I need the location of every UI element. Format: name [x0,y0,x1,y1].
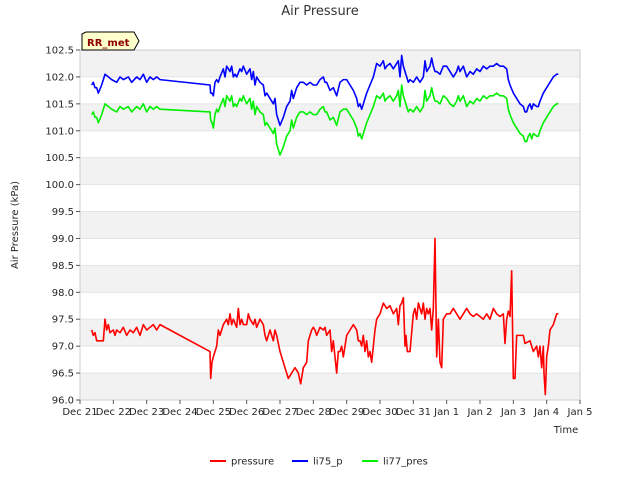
x-tick-label: Dec 25 [196,407,231,418]
legend-label-li75_p: li75_p [313,457,343,468]
y-tick-label: 97.0 [52,342,74,353]
y-axis-title: Air Pressure (kPa) [10,181,21,269]
badge-shape [81,31,140,51]
y-tick-label: 96.5 [52,369,74,380]
y-tick-label: 97.5 [52,315,74,326]
x-tick-label: Jan 4 [533,407,559,418]
station-badge: RR_met [81,31,140,51]
x-tick-label: Jan 5 [567,407,593,418]
series-line-li77_pres [90,84,559,156]
y-tick-label: 102.0 [45,72,74,83]
y-tick-label: 101.5 [45,99,74,110]
x-tick-label: Dec 23 [129,407,164,418]
legend-label-li77_pres: li77_pres [383,457,428,468]
x-tick-label: Dec 29 [329,407,364,418]
y-tick-label: 99.5 [52,207,74,218]
x-tick-label: Dec 27 [262,407,297,418]
y-tick-label: 100.0 [45,180,74,191]
grid-band [80,265,580,293]
grid-band [80,50,580,77]
y-tick-label: 96.0 [52,396,74,407]
grid-band [80,103,580,131]
y-axis-ticks: 96.0 96.5 97.0 97.5 98.0 98.5 99.0 99.5 100.0 100… [45,46,80,407]
series-line-li75_p [90,54,559,127]
x-tick-label: Dec 31 [396,407,431,418]
x-tick-label: Dec 22 [96,407,131,418]
plot-area [79,49,581,401]
x-tick-label: Dec 30 [362,407,397,418]
x-axis-title: Time [553,425,578,436]
x-tick-label: Jan 2 [467,407,493,418]
x-tick-label: Dec 26 [229,407,264,418]
series-lines [90,54,559,396]
y-tick-label: 98.5 [52,261,74,272]
x-tick-label: Jan 1 [433,407,459,418]
x-tick-label: Jan 3 [500,407,526,418]
grid-band [80,211,580,239]
y-tick-label: 98.0 [52,288,74,299]
grid-bands [80,49,580,401]
y-tick-label: 102.5 [45,46,74,57]
x-tick-label: Dec 28 [296,407,331,418]
grid-band [80,157,580,185]
y-tick-label: 101.0 [45,126,74,137]
x-tick-label: Dec 24 [162,407,197,418]
y-tick-label: 99.0 [52,234,74,245]
y-tick-label: 100.5 [45,153,74,164]
badge-label: RR_met [87,38,130,49]
legend: pressure li75_p li77_pres [210,457,428,468]
chart-title: Air Pressure [281,4,359,19]
legend-label-pressure: pressure [231,457,274,468]
grid-band [80,373,580,400]
x-tick-label: Dec 21 [62,407,97,418]
series-line-pressure [90,237,559,396]
